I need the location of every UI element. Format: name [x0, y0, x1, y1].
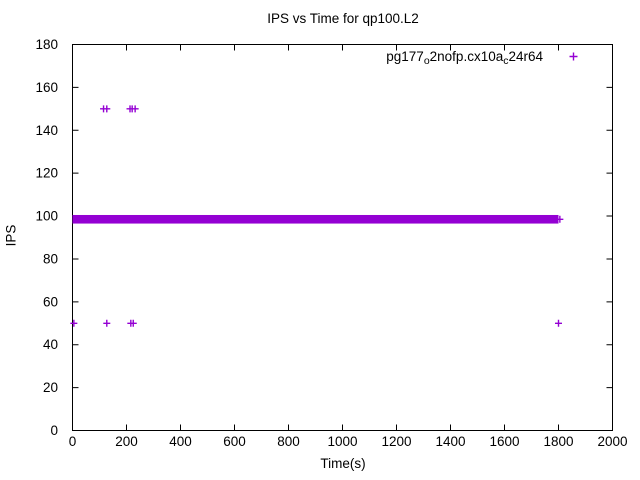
x-axis-ticks: 0 200 400 600 800 1000 1200 1400 1600 1800 2000 [69, 44, 628, 449]
y-tick-label: 0 [50, 423, 58, 438]
dense-point-band [72, 214, 559, 224]
y-tick-label: 60 [43, 294, 58, 309]
y-tick-label: 180 [35, 37, 58, 52]
legend-sample-marker [569, 52, 578, 61]
y-tick-label: 120 [35, 166, 58, 181]
data-series [70, 105, 564, 327]
x-tick-label: 600 [223, 434, 246, 449]
legend-series-label: pg177o2nofp.cx10ac24r64 [386, 49, 543, 67]
x-tick-label: 1600 [489, 434, 519, 449]
x-tick-label: 800 [277, 434, 300, 449]
data-point-markers [70, 105, 564, 327]
legend: pg177o2nofp.cx10ac24r64 [386, 49, 578, 67]
x-tick-label: 1000 [327, 434, 357, 449]
x-tick-label: 2000 [597, 434, 627, 449]
y-axis-label: IPS [3, 224, 19, 247]
chart-title: IPS vs Time for qp100.L2 [267, 11, 419, 26]
y-tick-label: 40 [43, 337, 58, 352]
x-tick-label: 1400 [435, 434, 465, 449]
y-tick-label: 100 [35, 209, 58, 224]
y-tick-label: 80 [43, 251, 58, 266]
x-tick-label: 1200 [381, 434, 411, 449]
x-tick-label: 1800 [543, 434, 573, 449]
x-tick-label: 0 [69, 434, 77, 449]
y-tick-label: 160 [35, 80, 58, 95]
x-tick-label: 400 [169, 434, 192, 449]
y-tick-label: 20 [43, 380, 58, 395]
y-axis-ticks: 0 20 40 60 80 100 120 140 160 180 [35, 37, 613, 438]
y-tick-label: 140 [35, 123, 58, 138]
x-axis-label: Time(s) [320, 456, 366, 471]
x-tick-label: 200 [115, 434, 138, 449]
plot-border [72, 44, 613, 431]
